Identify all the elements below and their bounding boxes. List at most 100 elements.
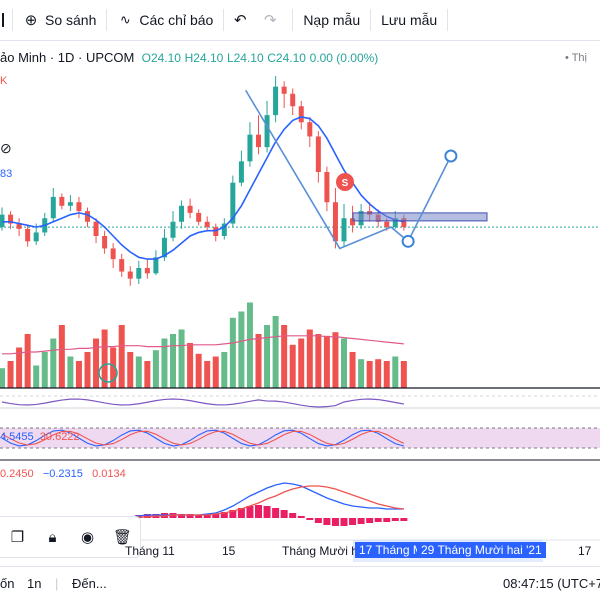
candle-body [85,211,90,222]
range-button[interactable]: ốn [0,576,15,591]
volume-bar [50,338,57,388]
volume-bar [323,335,330,388]
volume-bar [33,365,40,388]
time-range-start: 17 Tháng M [355,542,427,558]
drawing-tools-toolbar: ❐ 🔒︎ ◉ 🗑︎ [0,516,141,558]
symbol-info: ảo Minh · 1D · UPCOM O24.10 H24.10 L24.1… [0,50,378,65]
candle-body [401,218,407,228]
close-value: C24.10 [267,51,306,65]
separator [447,9,449,31]
save-template-button[interactable]: Lưu mẫu [371,0,447,40]
chart-type-button[interactable] [0,0,12,40]
macd-histogram-bar [263,506,271,518]
separator [106,9,108,31]
macd-histogram-bar [229,510,237,518]
candle-body [264,115,270,148]
side-label-k: K [0,75,8,87]
volume-bar [246,302,253,388]
redo-button[interactable]: ↷ [262,0,292,40]
macd-histogram-bar [357,518,365,524]
macd-histogram-bar [289,513,297,518]
indicators-button[interactable]: ∿ Các chỉ báo [107,0,223,40]
buy-signal-marker [98,363,118,383]
volume-ma-line [2,335,404,355]
undo-icon: ↶ [234,12,247,29]
separator [12,9,13,31]
macd-histogram-bar [237,508,245,518]
macd-histogram-bar [212,514,220,518]
time-tick: 15 [222,544,236,558]
volume-bar [272,316,279,388]
macd-histogram-bar [272,508,280,518]
pattern-drawing [244,89,452,250]
candle-body [16,223,22,229]
clock: 08:47:15 (UTC+7 [503,576,600,591]
volume-bar [84,352,91,388]
volume-bar [101,329,108,388]
macd-legend: 0.2450 −0.2315 0.0134 [0,468,126,480]
candle-body [144,268,150,274]
indicators-label: Các chỉ báo [139,12,214,28]
candle-body [8,214,14,224]
time-range-end: 29 Tháng Mười hai '21 [417,542,546,558]
macd-histogram-bar [349,518,357,525]
volume-bar [238,311,245,388]
candle-body [256,134,261,148]
volume-bar [204,361,211,388]
compare-label: So sánh [45,12,97,28]
candle-body [76,202,82,212]
candle-body [102,236,108,249]
macd-value: 0.2450 [0,468,34,480]
clone-icon[interactable]: ❐ [10,529,25,546]
redo-icon: ↷ [264,12,277,29]
undo-button[interactable]: ↶ [224,0,262,40]
eye-off-icon[interactable]: ⊘ [0,140,12,156]
goto-button[interactable]: Đến... [72,576,107,591]
compare-button[interactable]: ⊕ So sánh [13,0,106,40]
candle-body [273,86,279,116]
candle-body [315,136,321,172]
candle-body [247,134,253,162]
candle-body [307,122,313,137]
indicators-icon: ∿ [119,12,131,27]
market-status: • Thị [565,52,587,64]
interval-button[interactable]: 1n [27,576,42,591]
lock-icon[interactable]: 🔒︎ [48,528,57,546]
volume-bar [306,329,313,388]
time-axis[interactable]: Tháng 11 15 Tháng Mười h 17 Tháng M 29 T… [0,540,600,562]
candle-body [204,221,210,228]
volume-bar [212,356,219,388]
candle-body [170,221,176,238]
bar-chart-icon [2,13,4,27]
separator [292,9,294,31]
macd-histogram-bar [220,512,228,518]
symbol-name[interactable]: ảo Minh · 1D · UPCOM [0,50,135,65]
volume-bar [289,344,296,388]
candle-body [384,221,390,228]
macd-hist-value: 0.0134 [92,468,126,480]
candle-body [93,221,99,236]
volume-bar [178,329,185,388]
macd-histogram-bar [203,515,211,518]
macd-histogram-bar [366,518,374,523]
load-template-label: Nạp mẫu [303,12,361,28]
candle-body [127,271,133,279]
volume-bar [24,334,31,388]
candle-body [67,202,73,206]
eye-icon[interactable]: ◉ [80,529,95,546]
volume-bar [110,347,117,388]
time-tick: Tháng Mười h [282,544,358,558]
volume-bar [375,359,382,388]
volume-bar [383,361,390,388]
load-template-button[interactable]: Nạp mẫu [293,0,370,40]
volume-bar [75,361,82,388]
candle-body [196,212,202,222]
candle-body [59,196,65,206]
sell-signal-marker [336,173,354,191]
bottom-bar: ốn 1n | Đến... 08:47:15 (UTC+7 [0,566,600,601]
trash-icon[interactable]: 🗑︎ [112,529,133,546]
oscillator-line [1,398,404,408]
macd-histogram-bar [195,515,203,518]
macd-histogram-bar [143,514,151,518]
